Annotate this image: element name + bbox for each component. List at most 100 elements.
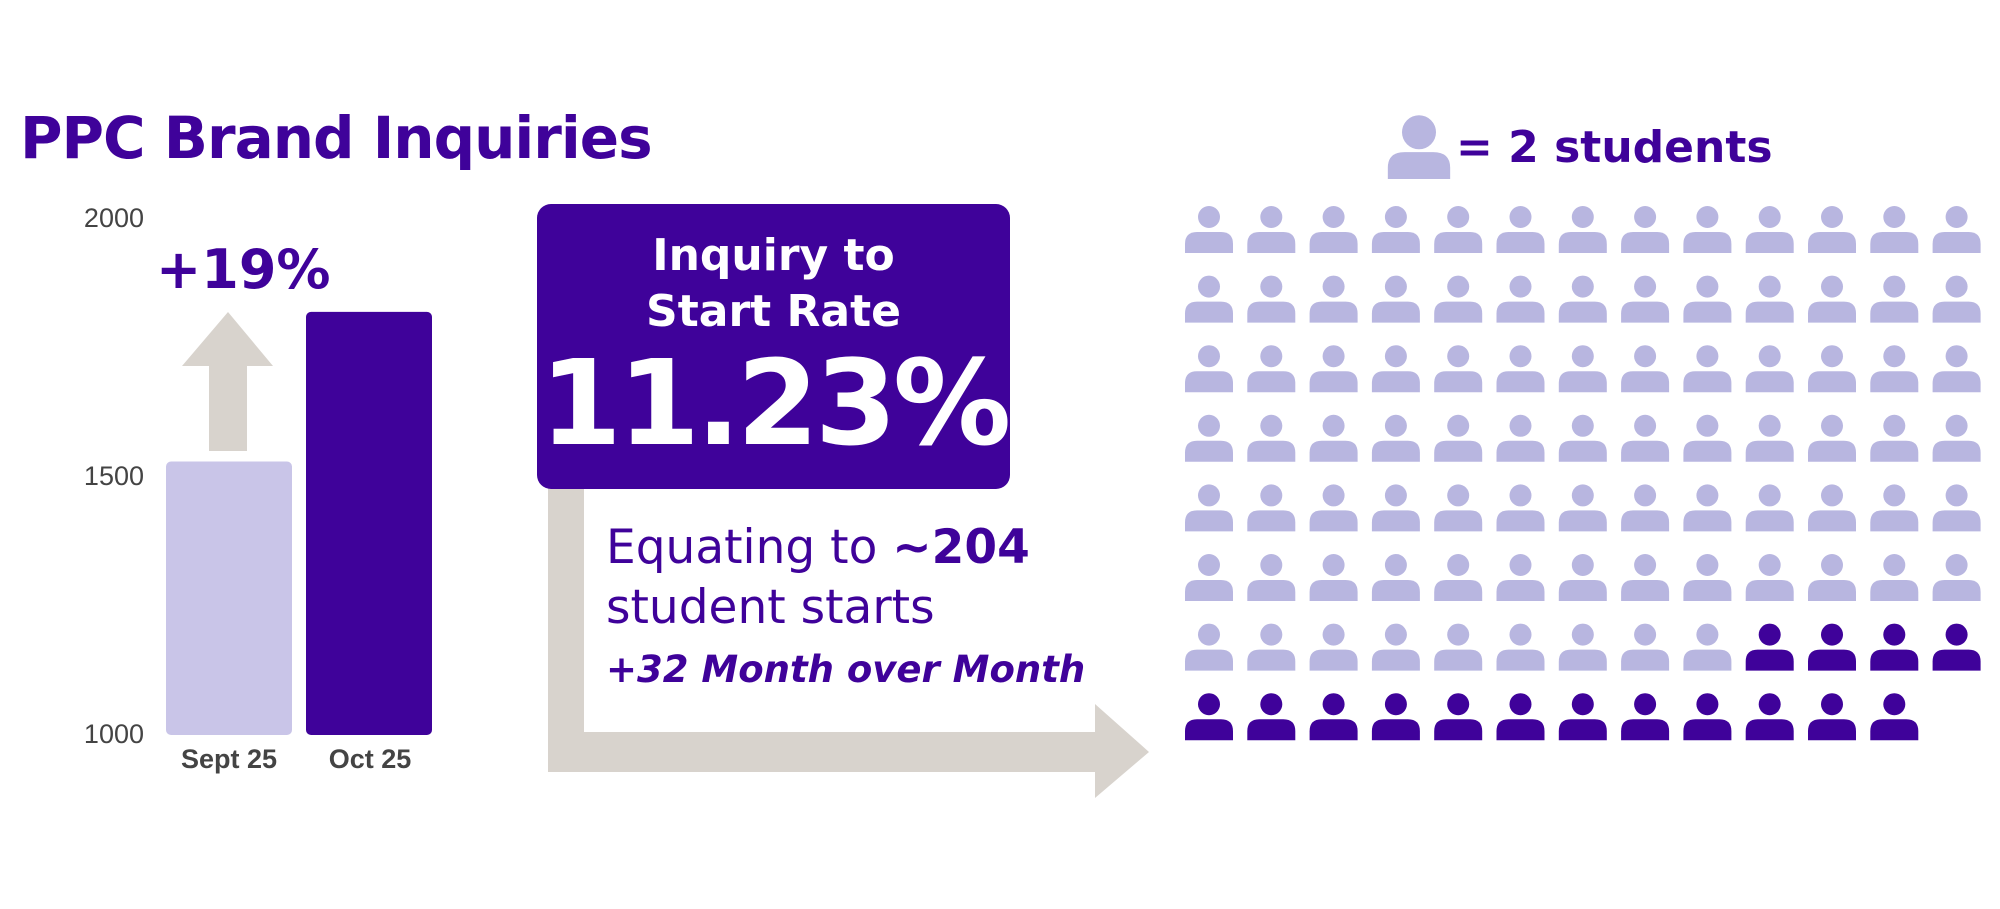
student-icon — [1683, 484, 1732, 532]
student-icon — [1683, 623, 1732, 671]
student-icon — [1558, 693, 1607, 741]
student-icon — [1309, 693, 1358, 741]
student-icon — [1621, 414, 1670, 462]
student-icon — [1745, 554, 1794, 601]
student-icon — [1434, 206, 1483, 253]
student-icon — [1496, 693, 1545, 741]
student-icon — [1932, 345, 1981, 393]
student-icon — [1808, 693, 1856, 741]
student-icon — [1870, 414, 1919, 462]
student-icon — [1185, 693, 1233, 741]
bar-chart — [166, 311, 432, 735]
student-icon — [1496, 484, 1545, 532]
student-icon — [1558, 275, 1607, 323]
student-icon — [1932, 206, 1981, 253]
legend-text: = 2 students — [1456, 122, 1773, 173]
student-icon — [1309, 206, 1358, 253]
student-icon — [1932, 484, 1981, 532]
student-icon — [1870, 484, 1919, 532]
student-icon — [1932, 554, 1981, 601]
student-icon — [1309, 554, 1358, 601]
student-icon — [1371, 693, 1420, 741]
student-icon — [1496, 414, 1545, 462]
student-icon — [1185, 554, 1233, 601]
student-icon — [1745, 623, 1794, 671]
student-icon — [1745, 345, 1794, 393]
student-starts-count: ~204 — [892, 520, 1030, 575]
student-icon — [1870, 275, 1919, 323]
student-icon — [1808, 623, 1856, 671]
student-icon — [1621, 345, 1670, 393]
y-tick-2000: 2000 — [83, 203, 144, 233]
student-icon — [1185, 345, 1233, 393]
student-icon — [1434, 484, 1483, 532]
student-icon — [1932, 275, 1981, 323]
student-icon — [1247, 206, 1296, 253]
student-icon — [1434, 554, 1483, 601]
student-icon — [1870, 693, 1919, 741]
category-label-sept-25: Sept 25 — [180, 744, 278, 774]
start-rate-card: Inquiry to Start Rate 11.23% — [537, 204, 1011, 489]
student-icon — [1808, 206, 1856, 253]
student-icon — [1434, 623, 1483, 671]
student-icon — [1683, 554, 1732, 601]
student-icon — [1185, 414, 1233, 462]
student-icon — [1309, 623, 1358, 671]
chart-title: PPC Brand Inquiries — [20, 104, 653, 172]
student-icon — [1309, 484, 1358, 532]
student-icon — [1371, 275, 1420, 323]
student-icon — [1558, 345, 1607, 393]
student-icon — [1745, 275, 1794, 323]
student-icon — [1185, 623, 1233, 671]
student-icon — [1496, 206, 1545, 253]
student-icon — [1558, 414, 1607, 462]
student-icon — [1870, 554, 1919, 601]
student-icon — [1434, 693, 1483, 741]
student-icon — [1371, 554, 1420, 601]
student-icon — [1309, 345, 1358, 393]
student-legend-icon — [1387, 115, 1451, 179]
student-icon — [1745, 206, 1794, 253]
student-icon — [1247, 554, 1296, 601]
rate-label-line1: Inquiry to — [652, 230, 895, 281]
y-tick-1500: 1500 — [83, 461, 144, 491]
student-icon — [1247, 693, 1296, 741]
start-rate-value: 11.23% — [539, 334, 1011, 472]
student-icon — [1745, 414, 1794, 462]
student-icon — [1309, 414, 1358, 462]
student-icon — [1870, 345, 1919, 393]
student-icon — [1371, 414, 1420, 462]
student-icon — [1247, 414, 1296, 462]
student-icon — [1808, 345, 1856, 393]
student-icon — [1558, 484, 1607, 532]
student-icon — [1247, 484, 1296, 532]
student-icon — [1745, 693, 1794, 741]
rate-label-line2: Start Rate — [646, 286, 901, 337]
month-over-month: +32 Month over Month — [606, 648, 1086, 691]
student-icon — [1496, 554, 1545, 601]
student-icon — [1683, 693, 1732, 741]
student-icon — [1496, 275, 1545, 323]
student-icon — [1371, 484, 1420, 532]
student-icon — [1621, 275, 1670, 323]
student-icon — [1371, 623, 1420, 671]
student-icon — [1247, 623, 1296, 671]
student-icon — [1371, 206, 1420, 253]
equating-text: Equating to ~204 student starts — [606, 518, 1030, 638]
student-icon — [1683, 275, 1732, 323]
student-icon — [1683, 345, 1732, 393]
student-icon — [1621, 484, 1670, 532]
student-icon — [1185, 206, 1233, 253]
student-icon — [1932, 414, 1981, 462]
category-label-oct-25: Oct 25 — [328, 744, 412, 774]
student-icon — [1683, 206, 1732, 253]
student-icon — [1683, 414, 1732, 462]
student-icon — [1808, 484, 1856, 532]
student-icon — [1621, 623, 1670, 671]
student-icon — [1558, 206, 1607, 253]
student-icon — [1621, 693, 1670, 741]
increase-arrow-icon — [182, 312, 273, 451]
student-icon — [1808, 275, 1856, 323]
